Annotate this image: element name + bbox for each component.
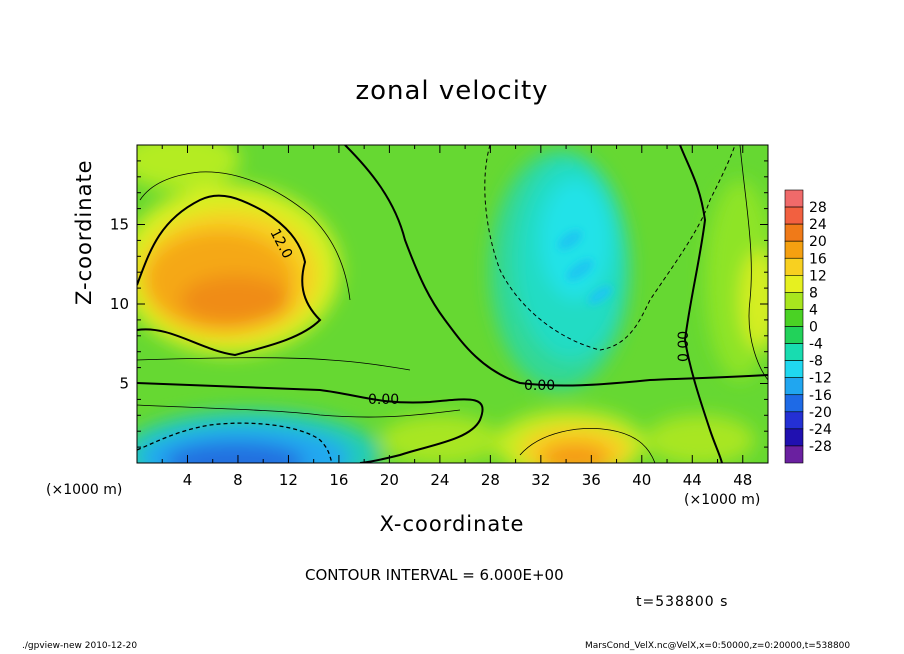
colorbar-segment: [784, 428, 804, 447]
y-axis-ticks: 5 10 15: [110, 160, 768, 448]
contour-label-zero-2: 0.00: [524, 378, 555, 394]
x-tick-label: 32: [531, 471, 550, 489]
colorbar-label: 28: [809, 200, 827, 216]
x-tick-label: 28: [481, 471, 500, 489]
x-tick-label: 12: [279, 471, 298, 489]
colorbar-label: -24: [809, 422, 832, 438]
footer-left: ./gpview-new 2010-12-20: [22, 641, 138, 651]
colorbar-segment: [784, 223, 804, 242]
y-tick-label: 5: [119, 375, 129, 393]
x-axis-ticks: 4 8 12 16 20 24 28 32 36 40 44 48: [161, 145, 752, 489]
colorbar-label: 24: [809, 217, 827, 233]
colorbar-label: -12: [809, 371, 832, 387]
colorbar-segment: [784, 275, 804, 293]
x-tick-label: 24: [430, 471, 449, 489]
y-tick-label: 10: [110, 295, 129, 313]
colorbar-segment: [784, 292, 804, 310]
colorbar-segment: [784, 411, 804, 430]
colorbar-segment: [784, 360, 804, 378]
colorbar-segment: [784, 445, 804, 464]
chart-title: zonal velocity: [355, 76, 549, 106]
colorbar-label: 12: [809, 268, 827, 284]
colorbar-segment: [784, 343, 804, 361]
x-tick-label: 44: [683, 471, 702, 489]
colorbar-label: 4: [809, 302, 818, 318]
contour-label-zero-1: 0.00: [368, 392, 399, 408]
colorbar-label: -8: [809, 354, 823, 370]
heatmap-field: 12.0 0.00 0.00 0.00: [137, 145, 768, 463]
x-tick-label: 20: [380, 471, 399, 489]
y-axis-label: Z-coordinate: [72, 159, 96, 305]
colorbar-label: 20: [809, 234, 827, 250]
colorbar-label: 8: [809, 285, 818, 301]
colorbar-label: -20: [809, 405, 832, 421]
x-tick-label: 4: [183, 471, 193, 489]
x-tick-label: 16: [329, 471, 348, 489]
x-unit-label-left: (×1000 m): [46, 482, 123, 498]
x-axis-label: X-coordinate: [379, 512, 525, 536]
colorbar-segment: [784, 394, 804, 413]
x-unit-label-right: (×1000 m): [684, 492, 761, 508]
contour-interval: CONTOUR INTERVAL = 6.000E+00: [305, 566, 564, 584]
colorbar-segment: [784, 309, 804, 327]
x-tick-label: 40: [632, 471, 651, 489]
contour-lines: [137, 145, 768, 463]
colorbar-label: 0: [809, 320, 818, 336]
x-tick-label: 36: [582, 471, 601, 489]
colorbar-segment: [784, 206, 804, 225]
x-tick-label: 48: [733, 471, 752, 489]
colorbar-label: -16: [809, 388, 832, 404]
colorbar-label: -4: [809, 337, 823, 353]
colorbar-segment: [784, 377, 804, 396]
y-tick-label: 15: [110, 216, 129, 234]
colorbar-segment: [784, 326, 804, 344]
contour-label-zero-3: 0.00: [676, 331, 692, 362]
time-label: t=538800 s: [636, 594, 729, 610]
colorbar-label: -28: [809, 439, 832, 455]
x-tick-label: 8: [233, 471, 243, 489]
colorbar-label: 16: [809, 251, 827, 267]
colorbar-segment: [784, 257, 804, 276]
colorbar-segment: [784, 189, 804, 208]
colorbar-segment: [784, 240, 804, 259]
footer-right: MarsCond_VelX.nc@VelX,x=0:50000,z=0:2000…: [585, 641, 851, 651]
